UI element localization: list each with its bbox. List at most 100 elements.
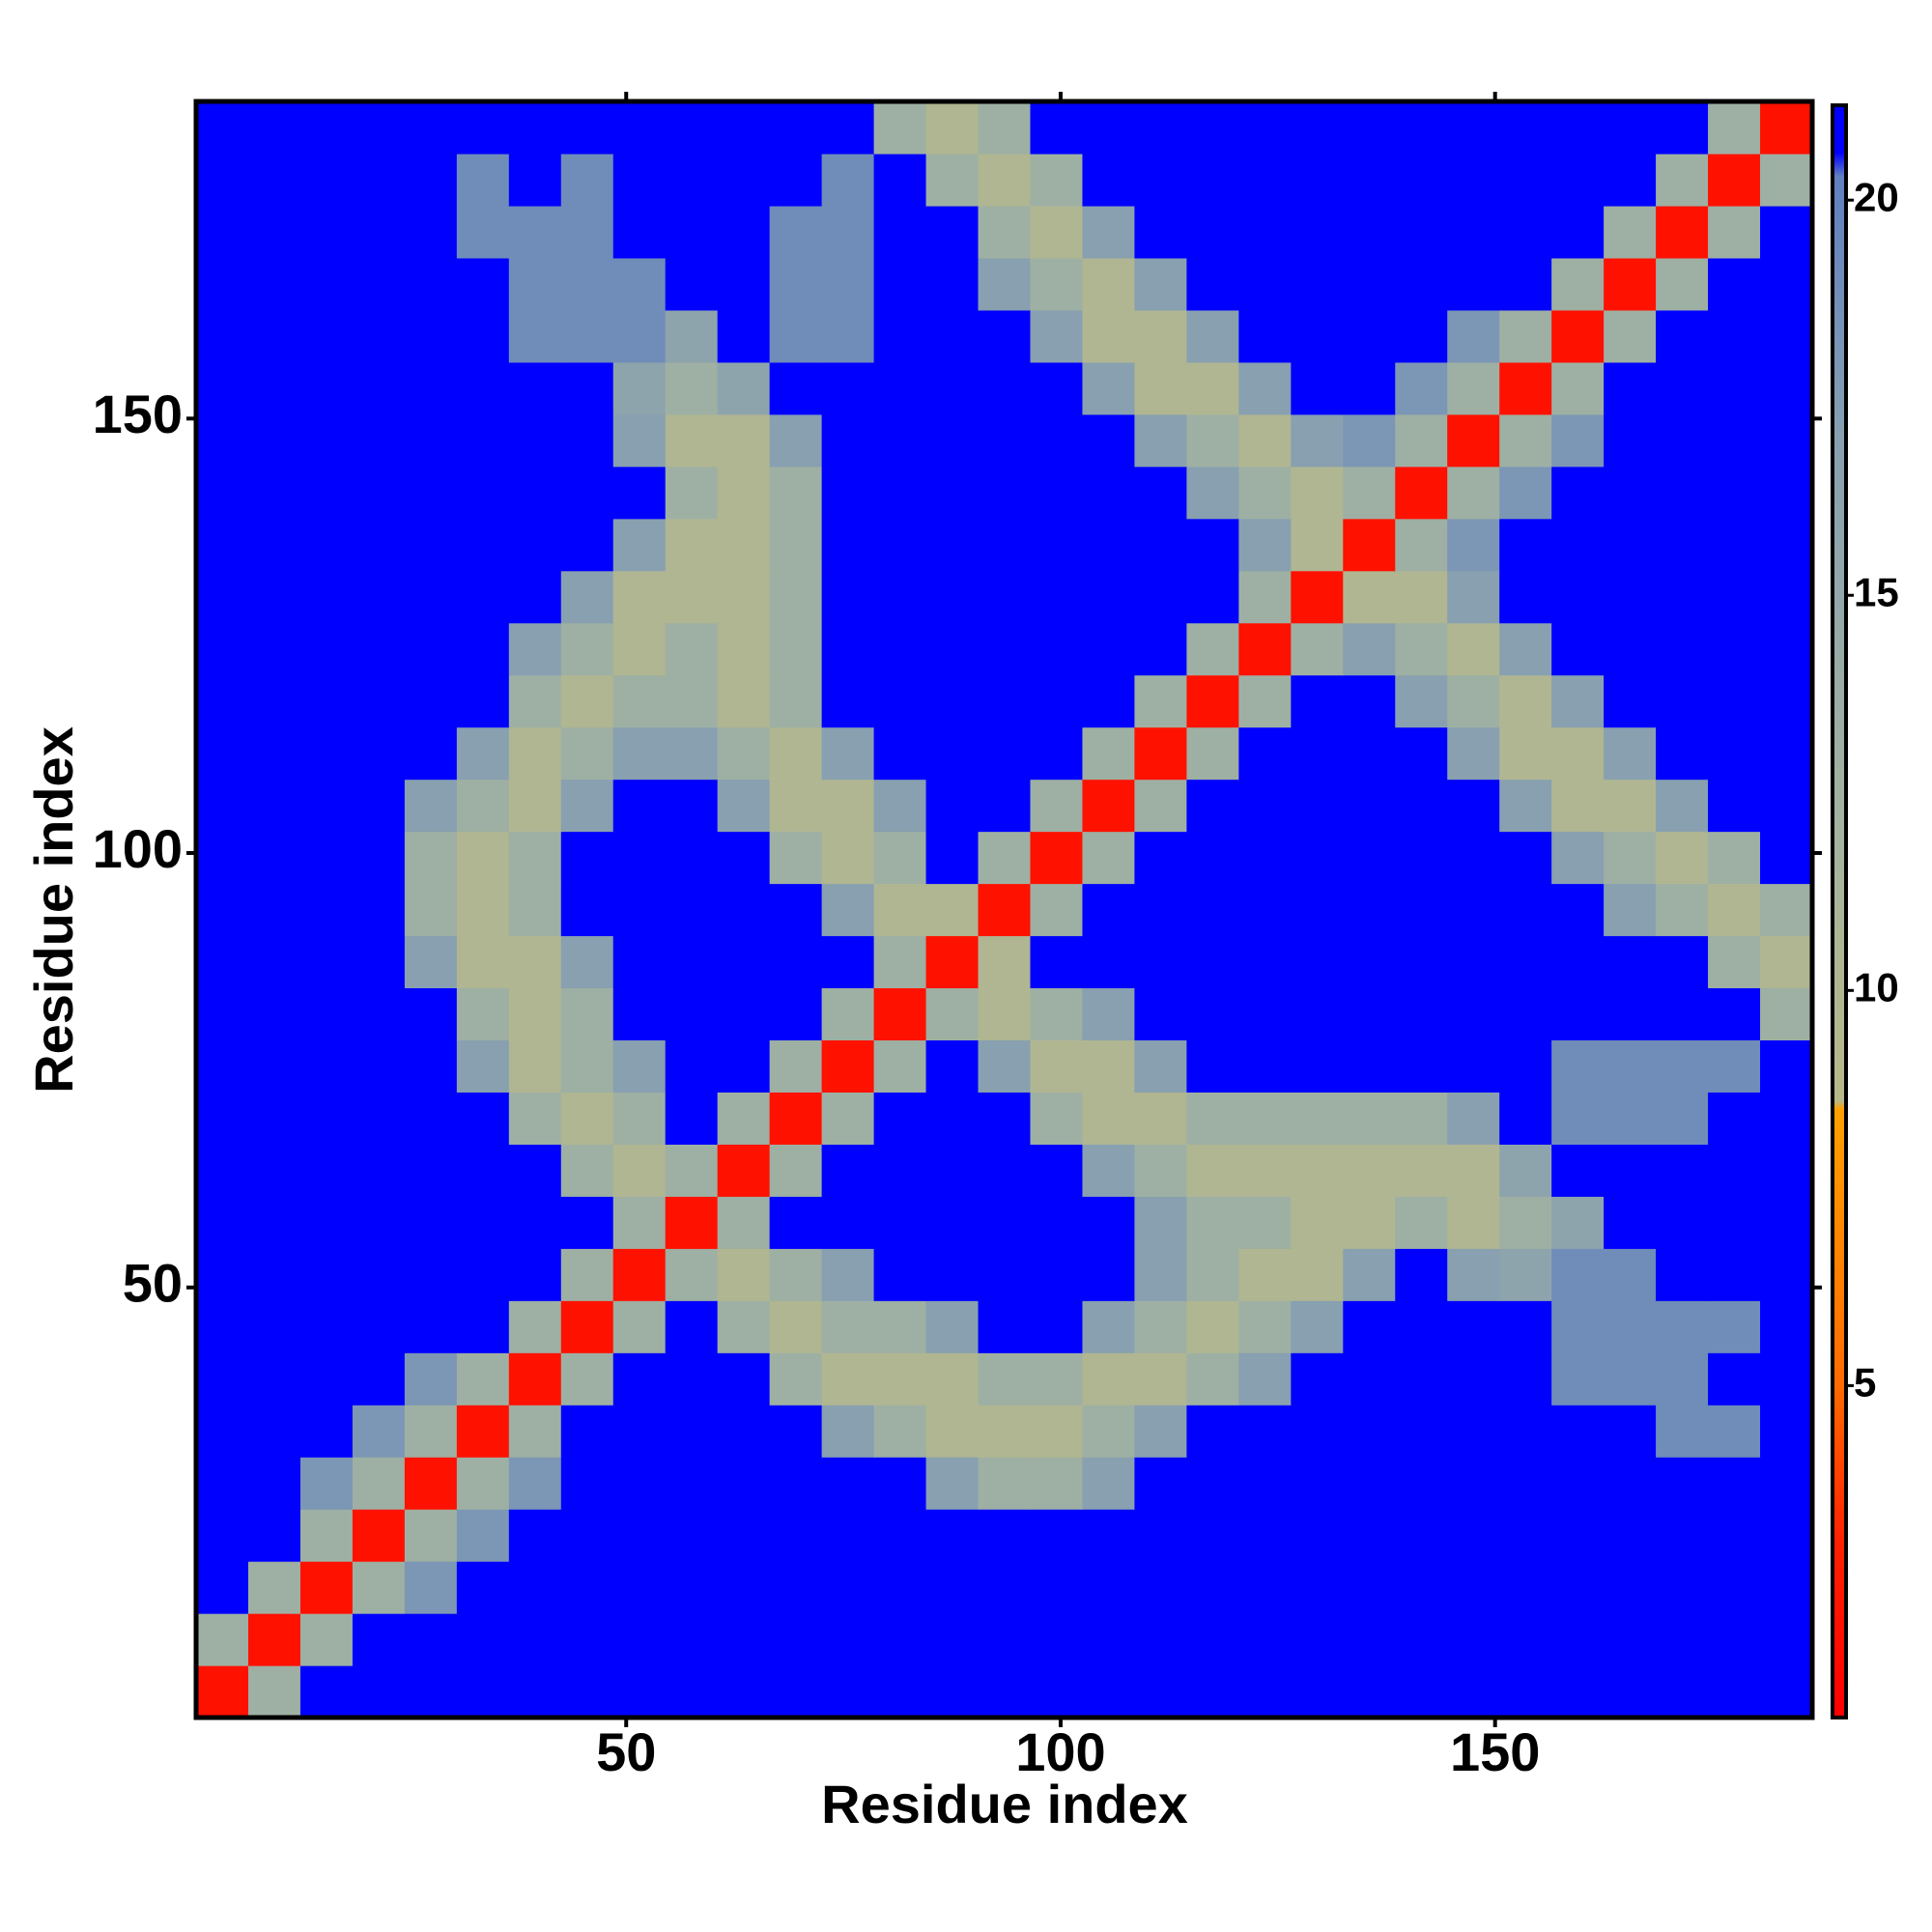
heatmap-cell	[1604, 1248, 1657, 1301]
heatmap-cell	[1760, 518, 1813, 572]
heatmap-cell	[873, 831, 927, 885]
heatmap-cell	[1604, 1405, 1657, 1458]
heatmap-cell	[1134, 1196, 1187, 1249]
heatmap-cell	[1604, 779, 1657, 833]
heatmap-cell	[665, 1561, 719, 1614]
heatmap-cell	[404, 779, 458, 833]
heatmap-cell	[1291, 1561, 1344, 1614]
heatmap-cell	[612, 883, 667, 937]
heatmap-cell	[1186, 153, 1239, 207]
heatmap-cell	[404, 518, 458, 572]
heatmap-cell	[1447, 1039, 1500, 1093]
heatmap-cell	[1604, 1561, 1657, 1614]
heatmap-cell	[978, 622, 1032, 676]
heatmap-cell	[925, 361, 980, 415]
heatmap-cell	[1499, 935, 1552, 989]
heatmap-cell	[717, 257, 771, 311]
heatmap-cell	[404, 674, 458, 728]
heatmap-cell	[612, 257, 667, 311]
heatmap-cell	[665, 1248, 719, 1301]
heatmap-cell	[717, 1092, 771, 1145]
heatmap-cell	[821, 831, 875, 885]
heatmap-cell	[1082, 1092, 1136, 1145]
heatmap-cell	[1343, 1092, 1396, 1145]
heatmap-cell	[1760, 674, 1813, 728]
heatmap-cell	[769, 413, 823, 468]
heatmap-cell	[821, 1405, 875, 1458]
heatmap-cell	[1656, 831, 1709, 885]
heatmap-cell	[612, 1405, 667, 1458]
heatmap-cell	[1134, 1039, 1187, 1093]
heatmap-cell	[978, 935, 1032, 989]
heatmap-cell	[717, 1509, 771, 1562]
heatmap-cell	[299, 257, 354, 311]
heatmap-cell	[352, 413, 406, 468]
heatmap-cell	[612, 622, 667, 676]
heatmap-cell	[299, 205, 354, 259]
heatmap-cell	[1186, 1039, 1239, 1093]
heatmap-cell	[299, 1144, 354, 1197]
heatmap-cell	[1499, 361, 1552, 415]
heatmap-cell	[1708, 1248, 1761, 1301]
heatmap-cell	[1134, 1405, 1187, 1458]
heatmap-cell	[508, 309, 562, 363]
heatmap-cell	[821, 1248, 875, 1301]
heatmap-cell	[196, 1352, 249, 1406]
heatmap-cell	[1447, 674, 1500, 728]
heatmap-cell	[1551, 1248, 1605, 1301]
heatmap-cell	[1760, 309, 1813, 363]
heatmap-cell	[1238, 309, 1292, 363]
heatmap-cell	[925, 257, 980, 311]
heatmap-cell	[352, 153, 406, 207]
heatmap-cell	[508, 883, 562, 937]
heatmap-cell	[1499, 257, 1552, 311]
heatmap-cell	[1238, 1248, 1292, 1301]
heatmap-cell	[612, 1248, 667, 1301]
heatmap-cell	[1030, 1039, 1084, 1093]
heatmap-cell	[196, 570, 249, 624]
heatmap-cell	[247, 1457, 301, 1510]
heatmap-cell	[352, 1196, 406, 1249]
heatmap-cell	[1395, 1196, 1448, 1249]
heatmap-cell	[1551, 466, 1605, 520]
heatmap-cell	[299, 1405, 354, 1458]
heatmap-cell	[821, 1300, 875, 1353]
heatmap-cell	[404, 1248, 458, 1301]
heatmap-cell	[1291, 257, 1344, 311]
heatmap-cell	[1499, 674, 1552, 728]
heatmap-cell	[1343, 1405, 1396, 1458]
heatmap-cell	[1551, 883, 1605, 937]
heatmap-cell	[456, 309, 510, 363]
heatmap-cell	[1656, 987, 1709, 1041]
heatmap-cell	[1551, 1665, 1605, 1719]
heatmap-cell	[299, 1613, 354, 1666]
heatmap-cell	[1499, 1665, 1552, 1719]
heatmap-cell	[665, 1039, 719, 1093]
heatmap-cell	[352, 570, 406, 624]
heatmap-cell	[404, 361, 458, 415]
heatmap-cell	[1708, 1561, 1761, 1614]
heatmap-cell	[456, 779, 510, 833]
heatmap-cell	[1030, 831, 1084, 885]
heatmap-cell	[508, 1665, 562, 1719]
heatmap-cell	[1708, 883, 1761, 937]
heatmap-cell	[1343, 205, 1396, 259]
heatmap-cell	[1238, 205, 1292, 259]
heatmap-cell	[352, 674, 406, 728]
heatmap-cell	[196, 466, 249, 520]
heatmap-cell	[978, 518, 1032, 572]
heatmap-cell	[978, 101, 1032, 155]
heatmap-cell	[769, 1144, 823, 1197]
heatmap-cell	[1082, 935, 1136, 989]
heatmap-cell	[196, 987, 249, 1041]
heatmap-cell	[717, 726, 771, 781]
heatmap-cell	[247, 1509, 301, 1562]
heatmap-cell	[873, 153, 927, 207]
heatmap-cell	[196, 1196, 249, 1249]
heatmap-cell	[1134, 935, 1187, 989]
heatmap-cell	[299, 622, 354, 676]
heatmap-cell	[1291, 153, 1344, 207]
heatmap-cell	[1082, 1248, 1136, 1301]
heatmap-cell	[665, 674, 719, 728]
heatmap-cell	[1238, 1144, 1292, 1197]
